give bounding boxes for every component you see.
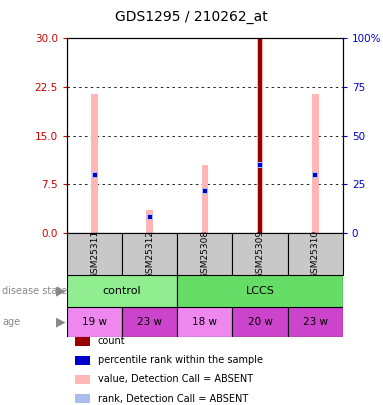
Text: 19 w: 19 w xyxy=(82,317,107,327)
Bar xyxy=(288,233,343,275)
Text: control: control xyxy=(103,286,141,296)
Text: GSM25309: GSM25309 xyxy=(255,230,265,279)
Text: ▶: ▶ xyxy=(56,285,66,298)
Text: 23 w: 23 w xyxy=(303,317,328,327)
Bar xyxy=(67,233,122,275)
Bar xyxy=(122,307,177,337)
Text: GSM25310: GSM25310 xyxy=(311,230,320,279)
Bar xyxy=(201,165,208,233)
Text: percentile rank within the sample: percentile rank within the sample xyxy=(98,356,263,365)
Bar xyxy=(91,94,98,233)
Text: 18 w: 18 w xyxy=(192,317,218,327)
Bar xyxy=(67,275,177,307)
Bar xyxy=(177,233,232,275)
Bar xyxy=(122,233,177,275)
Bar xyxy=(312,94,319,233)
Text: 23 w: 23 w xyxy=(137,317,162,327)
Text: GSM25311: GSM25311 xyxy=(90,230,99,279)
Text: GSM25312: GSM25312 xyxy=(145,230,154,279)
Bar xyxy=(232,233,288,275)
Bar xyxy=(232,307,288,337)
Bar xyxy=(67,307,122,337)
Text: ▶: ▶ xyxy=(56,315,66,329)
Text: 20 w: 20 w xyxy=(248,317,272,327)
Bar xyxy=(259,38,262,233)
Text: disease state: disease state xyxy=(2,286,67,296)
Bar xyxy=(177,275,343,307)
Text: age: age xyxy=(2,317,20,327)
Text: GSM25308: GSM25308 xyxy=(200,230,210,279)
Text: GDS1295 / 210262_at: GDS1295 / 210262_at xyxy=(115,10,268,24)
Text: value, Detection Call = ABSENT: value, Detection Call = ABSENT xyxy=(98,375,253,384)
Bar xyxy=(257,38,264,233)
Text: LCCS: LCCS xyxy=(246,286,275,296)
Bar xyxy=(177,307,232,337)
Text: rank, Detection Call = ABSENT: rank, Detection Call = ABSENT xyxy=(98,394,248,403)
Text: count: count xyxy=(98,337,125,346)
Bar xyxy=(146,210,153,233)
Bar xyxy=(288,307,343,337)
